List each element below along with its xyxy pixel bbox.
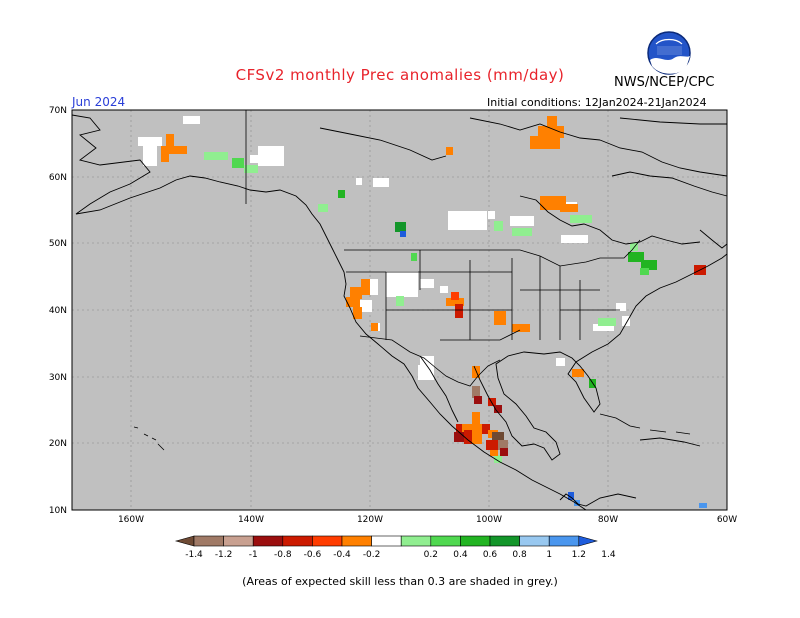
lat-label: 20N xyxy=(49,439,67,449)
colorbar-label: -1.4 xyxy=(185,550,203,560)
lon-label: 60W xyxy=(717,515,737,525)
colorbar-swatch xyxy=(341,535,372,547)
coastlines xyxy=(71,114,728,511)
lat-label: 40N xyxy=(49,306,67,316)
negative-anomaly-cells xyxy=(161,116,706,456)
caribbean-islands xyxy=(599,413,691,435)
colorbar-label: -0.4 xyxy=(333,550,351,560)
colorbar-swatch xyxy=(223,535,254,547)
initial-conditions: Initial conditions: 12Jan2024-21Jan2024 xyxy=(487,96,707,109)
colorbar-swatch xyxy=(460,535,491,547)
lat-label: 60N xyxy=(49,173,67,183)
lat-label: 50N xyxy=(49,239,67,249)
colorbar-arrow-left xyxy=(174,535,195,547)
noaa-logo-icon xyxy=(647,31,691,75)
chart-title: CFSv2 monthly Prec anomalies (mm/day) xyxy=(235,66,565,84)
colorbar-label: 0.8 xyxy=(512,550,527,560)
colorbar-label: 0.2 xyxy=(424,550,438,560)
lat-label: 10N xyxy=(49,506,67,516)
footnote: (Areas of expected skill less than 0.3 a… xyxy=(242,575,558,588)
colorbar: -1.4 -1.2 -1 -0.8 -0.6 -0.4 -0.2 0.2 0.4 0.6 0.8 1 1… xyxy=(174,535,616,560)
forecast-month: Jun 2024 xyxy=(72,95,126,109)
lon-label: 120W xyxy=(357,515,383,525)
colorbar-label: -0.2 xyxy=(363,550,381,560)
lon-label: 80W xyxy=(598,515,618,525)
colorbar-label: 0.4 xyxy=(453,550,468,560)
colorbar-swatch xyxy=(371,535,402,547)
colorbar-label: -0.8 xyxy=(274,550,292,560)
borders xyxy=(245,110,641,387)
colorbar-label: 0.6 xyxy=(483,550,498,560)
colorbar-swatch xyxy=(519,535,550,547)
colorbar-label: -1 xyxy=(249,550,258,560)
colorbar-swatch xyxy=(312,535,343,547)
map-frame xyxy=(71,109,728,511)
precip-anomaly-map: 70N 60N 50N 40N 30N 20N 10N 160W 140W 12… xyxy=(49,106,737,525)
colorbar-label: 1.2 xyxy=(572,550,586,560)
colorbar-swatch xyxy=(193,535,224,547)
org-label: NWS/NCEP/CPC xyxy=(614,75,715,90)
colorbar-swatch xyxy=(489,535,520,547)
colorbar-label: -0.6 xyxy=(304,550,322,560)
lon-label: 100W xyxy=(476,515,502,525)
lon-label: 160W xyxy=(118,515,144,525)
lat-label: 70N xyxy=(49,106,67,116)
lon-label: 140W xyxy=(238,515,264,525)
hawaii-islands xyxy=(133,426,165,451)
colorbar-arrow-right xyxy=(578,535,598,547)
colorbar-swatch xyxy=(430,535,461,547)
colorbar-swatch xyxy=(282,535,313,547)
colorbar-swatch xyxy=(252,535,284,547)
colorbar-label: 1.4 xyxy=(601,550,616,560)
colorbar-label: 1 xyxy=(546,550,552,560)
colorbar-swatch xyxy=(400,535,432,547)
colorbar-swatch xyxy=(548,535,580,547)
colorbar-label: -1.2 xyxy=(215,550,233,560)
lat-label: 30N xyxy=(49,373,67,383)
